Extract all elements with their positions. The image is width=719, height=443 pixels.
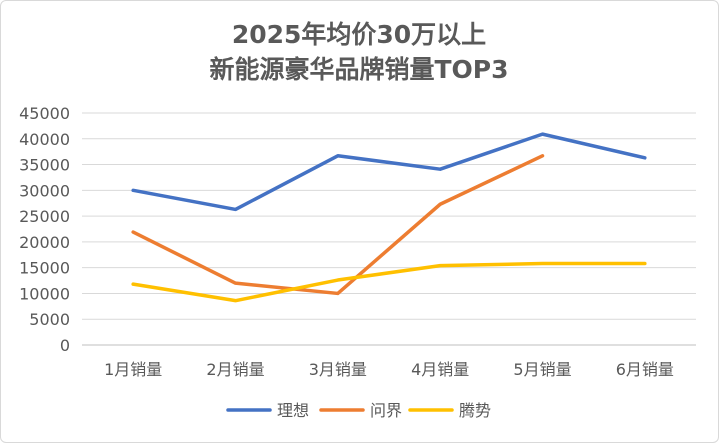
y-tick-label: 10000 <box>19 284 70 303</box>
x-tick-label: 3月销量 <box>309 360 367 379</box>
y-tick-label: 30000 <box>19 181 70 200</box>
legend-label: 理想 <box>277 401 309 420</box>
chart-title-line1: 2025年均价30万以上 <box>232 20 486 49</box>
legend-label: 问界 <box>370 401 402 420</box>
series-line-腾势 <box>131 261 647 303</box>
y-tick-label: 20000 <box>19 233 70 252</box>
x-tick-label: 6月销量 <box>616 360 674 379</box>
y-tick-label: 35000 <box>19 156 70 175</box>
y-tick-label: 15000 <box>19 259 70 278</box>
series-line-理想 <box>131 132 647 212</box>
x-axis: 1月销量 2月销量 3月销量 4月销量 5月销量 6月销量 <box>104 360 674 379</box>
y-tick-label: 45000 <box>19 104 70 123</box>
chart-title-line2: 新能源豪华品牌销量TOP3 <box>209 55 508 84</box>
legend-label: 腾势 <box>459 401 491 420</box>
x-tick-label: 5月销量 <box>513 360 571 379</box>
x-tick-label: 4月销量 <box>411 360 469 379</box>
x-tick-label: 2月销量 <box>206 360 264 379</box>
y-tick-label: 25000 <box>19 207 70 226</box>
y-tick-label: 5000 <box>29 310 70 329</box>
series-lines <box>131 132 647 303</box>
legend: 理想 问界 腾势 <box>226 401 491 420</box>
y-tick-label: 0 <box>60 336 70 355</box>
x-tick-label: 1月销量 <box>104 360 162 379</box>
y-axis: 0 5000 10000 15000 20000 25000 30000 35000 40000… <box>19 104 70 355</box>
series-line-问界 <box>131 154 545 296</box>
y-tick-label: 40000 <box>19 130 70 149</box>
